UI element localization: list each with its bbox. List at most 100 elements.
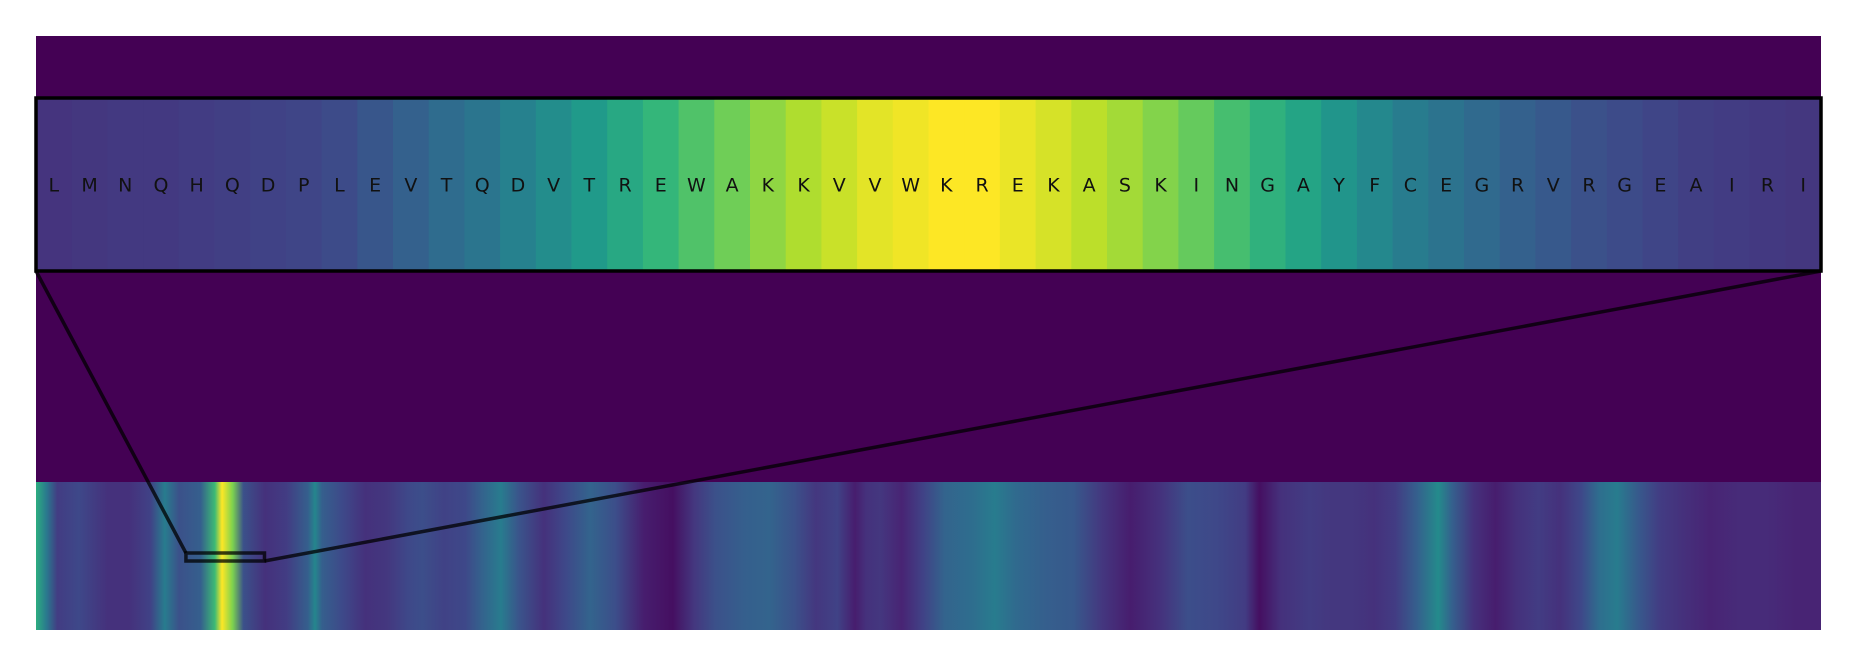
residue-cell — [1392, 98, 1429, 271]
residue-cell — [285, 98, 323, 271]
residue-label: K — [797, 175, 810, 197]
residue-cell — [607, 98, 644, 271]
residue-cell — [178, 98, 216, 271]
residue-label: A — [1690, 175, 1703, 197]
residue-label: E — [1440, 175, 1452, 197]
residue-cell — [821, 98, 858, 271]
residue-cell — [1321, 98, 1358, 271]
residue-cell — [36, 98, 73, 271]
residue-cell — [1678, 98, 1715, 271]
residue-label: V — [404, 175, 417, 197]
residue-cell — [71, 98, 108, 271]
residue-label: Q — [153, 175, 168, 197]
residue-label: E — [1654, 175, 1666, 197]
residue-label: Q — [475, 175, 490, 197]
residue-cell — [1356, 98, 1394, 271]
residue-label: R — [618, 175, 631, 197]
residue-label: T — [583, 175, 596, 197]
residue-label: D — [511, 175, 526, 197]
residue-cell — [1428, 98, 1465, 271]
residue-cell — [214, 98, 251, 271]
residue-label: L — [49, 175, 60, 197]
residue-label: A — [1297, 175, 1310, 197]
full-sequence-track — [36, 482, 1821, 630]
residue-cell — [464, 98, 501, 271]
residue-label: R — [1511, 175, 1524, 197]
residue-cell — [1785, 98, 1822, 271]
residue-cell — [1749, 98, 1786, 271]
residue-label: K — [762, 175, 775, 197]
residue-cell — [1142, 98, 1179, 271]
residue-label: V — [868, 175, 881, 197]
residue-cell — [1713, 98, 1751, 271]
residue-cell — [1071, 98, 1108, 271]
residue-label: T — [440, 175, 453, 197]
residue-label: R — [1582, 175, 1595, 197]
residue-label: W — [901, 175, 920, 197]
residue-label: E — [1012, 175, 1024, 197]
residue-cell — [428, 98, 465, 271]
residue-label: M — [81, 175, 97, 197]
residue-label: R — [975, 175, 988, 197]
residue-label: P — [298, 175, 309, 197]
residue-cell — [500, 98, 537, 271]
zoomed-sequence-heatmap — [36, 98, 1822, 271]
residue-cell — [642, 98, 680, 271]
residue-cell — [1107, 98, 1144, 271]
residue-cell — [1035, 98, 1072, 271]
residue-label: V — [833, 175, 846, 197]
residue-label: N — [1225, 175, 1239, 197]
residue-cell — [857, 98, 894, 271]
residue-cell — [999, 98, 1037, 271]
residue-label: I — [1800, 175, 1806, 197]
zoom-connector-right — [264, 269, 1822, 563]
residue-cell — [1285, 98, 1322, 271]
zoom-source-box — [184, 551, 267, 563]
residue-cell — [107, 98, 144, 271]
residue-label: I — [1729, 175, 1735, 197]
residue-cell — [1642, 98, 1679, 271]
residue-cell — [1535, 98, 1572, 271]
residue-label: G — [1617, 175, 1632, 197]
residue-label: V — [547, 175, 560, 197]
residue-label: G — [1260, 175, 1275, 197]
zoom-connector-left — [34, 270, 188, 554]
residue-label: K — [1047, 175, 1060, 197]
residue-cell — [571, 98, 608, 271]
residue-label: G — [1474, 175, 1489, 197]
residue-cell — [1571, 98, 1608, 271]
residue-cell — [535, 98, 573, 271]
residue-cell — [964, 98, 1001, 271]
residue-label: S — [1119, 175, 1131, 197]
residue-cell — [1178, 98, 1215, 271]
residue-label: K — [940, 175, 953, 197]
residue-label: Y — [1332, 175, 1345, 197]
residue-label: A — [726, 175, 739, 197]
residue-label: E — [369, 175, 381, 197]
residue-label: N — [118, 175, 132, 197]
residue-label: R — [1761, 175, 1774, 197]
residue-cell — [1214, 98, 1251, 271]
residue-label: H — [190, 175, 204, 197]
residue-cell — [928, 98, 965, 271]
residue-label: C — [1404, 175, 1417, 197]
residue-cell — [321, 98, 358, 271]
residue-cell — [250, 98, 287, 271]
residue-cell — [714, 98, 751, 271]
residue-cell — [143, 98, 180, 271]
zoom-panel-outline — [34, 96, 1823, 273]
residue-cell — [750, 98, 787, 271]
residue-label: A — [1083, 175, 1096, 197]
residue-cell — [1249, 98, 1287, 271]
residue-label: I — [1193, 175, 1199, 197]
residue-label: V — [1547, 175, 1560, 197]
residue-cell — [678, 98, 715, 271]
residue-label: D — [261, 175, 276, 197]
residue-cell — [1606, 98, 1644, 271]
residue-cell — [1499, 98, 1536, 271]
residue-label: W — [687, 175, 706, 197]
residue-label: L — [334, 175, 345, 197]
residue-cell — [357, 98, 394, 271]
